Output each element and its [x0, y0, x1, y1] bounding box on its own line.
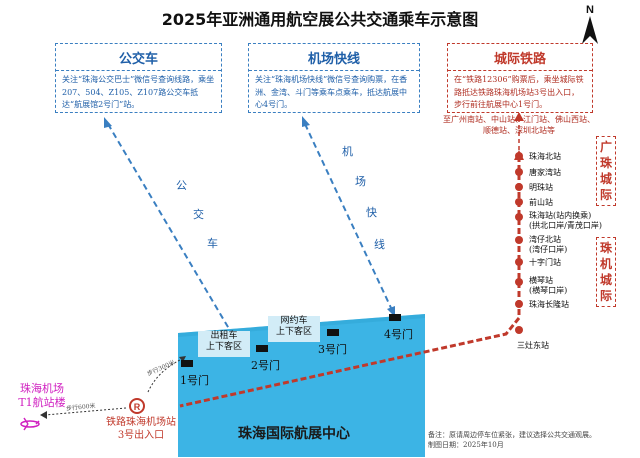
- station-mingzhu: 明珠站: [529, 183, 553, 192]
- airport-box-heading: 机场快线: [249, 44, 419, 71]
- taxi-zone: 出租车 上下客区: [198, 331, 250, 357]
- station-shizimen: 十字门站: [529, 258, 561, 267]
- station-zhuhai: 珠海站(站内换乘) (拱北口岸/青茂口岸): [529, 211, 602, 230]
- guangzhu-line-label: 广珠城际: [596, 136, 616, 206]
- airport-route-label-4: 线: [374, 238, 385, 251]
- bus-route-label-3: 车: [207, 237, 218, 250]
- rail-destinations: 至广州南站、中山站、江门站、佛山西站、 顺德站、深圳北站等: [443, 115, 595, 135]
- svg-text:R: R: [134, 402, 141, 412]
- rail-exit-label: 铁路珠海机场站 3号出入口: [106, 417, 176, 441]
- station-qianshan: 前山站: [529, 198, 553, 207]
- rail-box-text: 在“铁路12306”购票后，乘坐城际铁路抵达铁路珠海机场站3号出入口，步行前往航…: [454, 75, 584, 109]
- bus-info-box: 公交车 关注“珠海公交巴士”微信号查询线路，乘坐207、504、Z105、Z10…: [55, 43, 222, 113]
- bus-route-label-2: 交: [193, 208, 204, 221]
- rail-box-heading: 城际铁路: [448, 44, 592, 71]
- bus-route-line: [107, 123, 239, 345]
- airport-express-line: [304, 123, 393, 311]
- walk-300-path: [147, 357, 185, 393]
- station-changlong: 珠海长隆站: [529, 300, 569, 309]
- airport-route-label-2: 场: [355, 175, 366, 188]
- map-title: 2025年亚洲通用航空展公共交通乘车示意图: [161, 10, 479, 29]
- station-wanzai-north: 湾仔北站 (湾仔口岸): [529, 235, 568, 254]
- gate-4-label: 4号门: [384, 328, 413, 341]
- ride-hailing-zone: 网约车 上下客区: [268, 316, 320, 342]
- gate-1-label: 1号门: [180, 374, 209, 387]
- rail-info-box: 城际铁路 在“铁路12306”购票后，乘坐城际铁路抵达铁路珠海机场站3号出入口，…: [447, 43, 593, 113]
- terminal-t1-label: 珠海机场 T1航站楼: [18, 382, 66, 409]
- airport-box-text: 关注“珠海机场快线”微信号查询购票，在香洲、金湾、斗门等乘车点乘车，抵达航展中心…: [255, 75, 408, 109]
- gate-2-label: 2号门: [251, 359, 280, 372]
- airport-express-info-box: 机场快线 关注“珠海机场快线”微信号查询购票，在香洲、金湾、斗门等乘车点乘车，抵…: [248, 43, 420, 113]
- station-zhuhai-north: 珠海北站: [529, 152, 561, 161]
- north-arrow-icon: N: [582, 4, 598, 44]
- station-hengqin: 横琴站 (横琴口岸): [529, 276, 568, 295]
- airport-route-label-3: 快: [366, 206, 377, 219]
- bus-route-label-1: 公: [176, 179, 187, 192]
- station-sanzao-east: 三灶东站: [517, 341, 549, 350]
- gate-3-label: 3号门: [318, 343, 347, 356]
- north-label: N: [586, 4, 594, 16]
- bus-box-heading: 公交车: [56, 44, 221, 71]
- station-tangjiawan: 唐家湾站: [529, 168, 561, 177]
- airport-route-label-1: 机: [342, 145, 353, 158]
- walk-600-path: [44, 407, 127, 416]
- venue-name: 珠海国际航展中心: [238, 426, 350, 442]
- rail-station-icon: [129, 398, 145, 414]
- bus-box-text: 关注“珠海公交巴士”微信号查询线路，乘坐207、504、Z105、Z107路公交…: [62, 75, 215, 109]
- footnote: 备注：原请周边停车位紧张，建议选择公共交通观展。 制图日期：2025年10月: [428, 431, 596, 449]
- airplane-icon: [20, 417, 40, 431]
- zhuji-line-label: 珠机城际: [596, 237, 616, 307]
